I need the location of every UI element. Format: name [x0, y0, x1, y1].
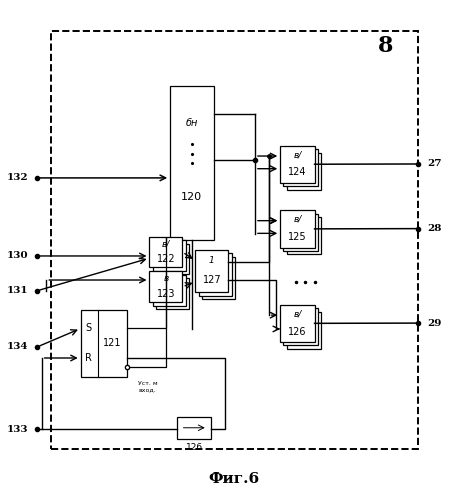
- Text: 126: 126: [288, 326, 306, 336]
- Text: 133: 133: [7, 424, 28, 434]
- Text: в: в: [163, 274, 169, 283]
- Bar: [153, 240, 186, 271]
- Text: 120: 120: [181, 192, 202, 202]
- Text: 127: 127: [203, 276, 221, 285]
- Text: 124: 124: [288, 168, 306, 177]
- Text: 125: 125: [288, 232, 307, 242]
- Bar: [286, 312, 321, 349]
- Text: 130: 130: [7, 252, 28, 260]
- Bar: [149, 272, 182, 302]
- Text: 27: 27: [427, 160, 441, 168]
- Bar: [280, 146, 314, 183]
- Text: в/: в/: [293, 150, 301, 159]
- Bar: [153, 275, 186, 306]
- Text: 134: 134: [7, 342, 28, 351]
- Text: Фиг.6: Фиг.6: [209, 472, 260, 486]
- Text: в/: в/: [162, 240, 170, 248]
- Text: 121: 121: [103, 338, 121, 348]
- Text: 122: 122: [157, 254, 175, 264]
- Text: 132: 132: [7, 174, 28, 182]
- Bar: [149, 236, 182, 268]
- Bar: [80, 310, 126, 377]
- Bar: [199, 254, 232, 296]
- Text: 123: 123: [157, 288, 175, 298]
- Text: бн: бн: [186, 118, 198, 128]
- Bar: [286, 152, 321, 190]
- Bar: [283, 214, 318, 251]
- Bar: [195, 250, 228, 292]
- Bar: [51, 31, 418, 449]
- Bar: [177, 416, 212, 439]
- Bar: [156, 278, 189, 309]
- Text: 28: 28: [427, 224, 441, 233]
- Bar: [170, 86, 213, 240]
- Bar: [202, 257, 235, 299]
- Text: 1: 1: [209, 256, 215, 264]
- Bar: [156, 244, 189, 274]
- Bar: [283, 149, 318, 186]
- Text: 8: 8: [378, 35, 393, 57]
- Text: R: R: [85, 353, 92, 363]
- Bar: [280, 210, 314, 248]
- Text: в/: в/: [293, 309, 301, 318]
- Text: 126: 126: [186, 444, 203, 452]
- Bar: [283, 308, 318, 346]
- Bar: [280, 304, 314, 342]
- Text: 131: 131: [7, 286, 28, 296]
- Text: S: S: [86, 324, 92, 334]
- Text: Уст. м
вход.: Уст. м вход.: [138, 382, 158, 392]
- Text: в/: в/: [293, 214, 301, 224]
- Bar: [286, 217, 321, 254]
- Text: 29: 29: [427, 318, 441, 328]
